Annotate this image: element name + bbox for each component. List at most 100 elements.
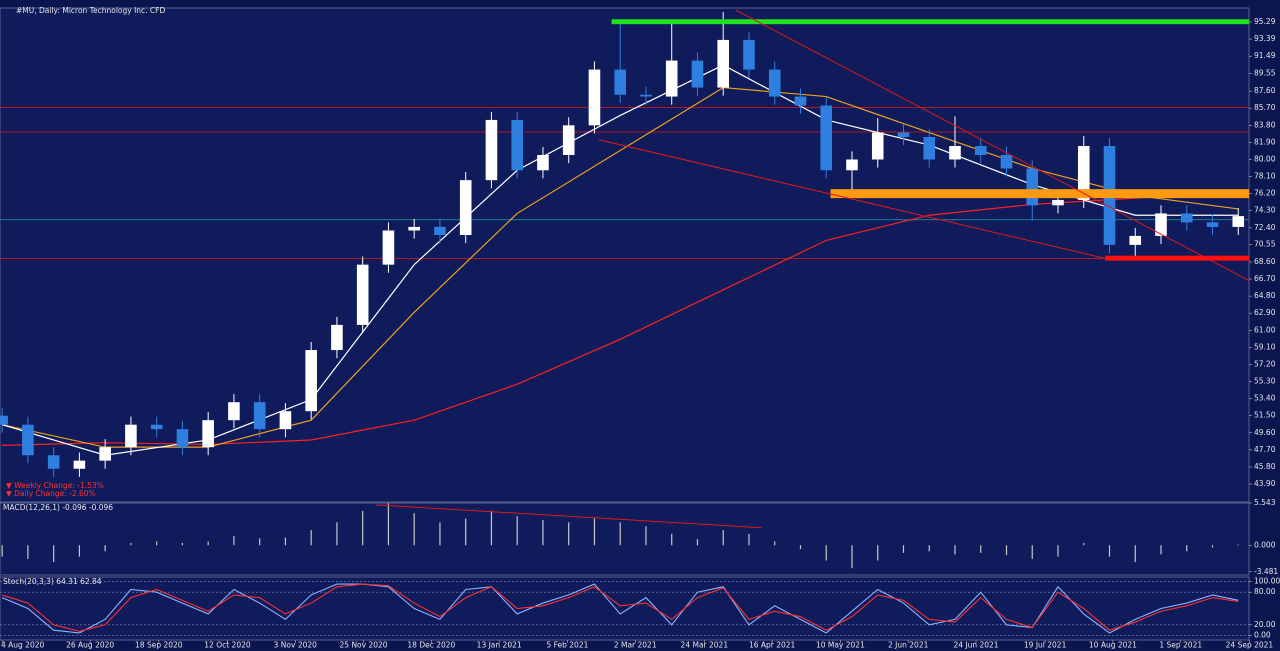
candle-body <box>691 60 704 88</box>
y-tick-label: 89.55 <box>1254 69 1276 78</box>
macd-bar <box>1134 545 1136 563</box>
candle-body <box>73 460 86 469</box>
y-tick-label: 72.40 <box>1254 223 1276 232</box>
x-tick-label: 5 Feb 2021 <box>546 641 588 650</box>
y-tick-label: 47.70 <box>1254 445 1276 454</box>
macd-bar <box>413 513 415 546</box>
x-tick-label: 26 Aug 2020 <box>66 641 114 650</box>
macd-bar <box>362 510 364 546</box>
y-tick-label: 95.29 <box>1254 17 1276 26</box>
candle-body <box>331 324 343 351</box>
candle-body <box>0 415 8 425</box>
trend-line <box>598 139 1106 259</box>
x-tick-label: 24 Sep 2021 <box>1226 641 1274 650</box>
candle-body <box>871 132 884 160</box>
macd-bar <box>233 536 235 546</box>
candle-body <box>949 145 961 160</box>
macd-bar <box>799 545 802 550</box>
candle-body <box>820 105 833 171</box>
macd-bar <box>1005 545 1008 556</box>
trend-line <box>735 9 1249 282</box>
macd-bar <box>568 522 570 546</box>
y-tick-label: 83.80 <box>1254 120 1276 129</box>
y-tick-label: 20.00 <box>1254 620 1276 629</box>
macd-bar <box>310 530 312 546</box>
y-tick-label: 100.00 <box>1254 576 1280 585</box>
y-tick-label: 85.70 <box>1254 103 1276 112</box>
candle-body <box>125 424 137 448</box>
y-tick-label: 78.10 <box>1254 172 1276 181</box>
candle-body <box>923 137 936 160</box>
y-tick-label: 5.543 <box>1254 498 1276 507</box>
macd-bar <box>928 545 930 552</box>
change-note: ▼ Weekly Change: -1.53% <box>6 481 104 490</box>
y-tick-label: 62.90 <box>1254 308 1276 317</box>
candle-body <box>1052 199 1064 206</box>
macd-bar <box>877 545 879 561</box>
y-tick-label: 43.90 <box>1254 479 1276 488</box>
x-tick-label: 24 Mar 2021 <box>681 641 729 650</box>
macd-bar <box>722 530 724 546</box>
y-tick-label: 91.49 <box>1254 51 1276 60</box>
stoch-line <box>1 583 1239 632</box>
y-tick-label: 80.00 <box>1254 154 1276 163</box>
macd-bar <box>851 545 853 569</box>
y-tick-label: 53.40 <box>1254 394 1276 403</box>
candle-body <box>485 119 498 181</box>
x-tick-label: 2 Mar 2021 <box>614 641 657 650</box>
candle-body <box>408 226 420 231</box>
macd-bar <box>1237 544 1239 546</box>
panel-title: #MU, Daily: Micron Technology Inc. CFD <box>16 6 165 15</box>
macd-bar <box>207 541 209 546</box>
x-tick-label: 3 Nov 2020 <box>274 641 317 650</box>
macd-bar <box>542 520 544 546</box>
level-zone <box>611 19 1249 25</box>
macd-bar <box>696 539 699 546</box>
macd-bar <box>980 545 982 553</box>
candle-body <box>511 119 523 171</box>
candle-body <box>228 402 240 421</box>
macd-bar <box>336 522 338 546</box>
y-tick-label: -3.481 <box>1254 567 1278 576</box>
level-zone <box>830 189 1249 199</box>
candle-body <box>305 350 317 412</box>
x-tick-label: 18 Sep 2020 <box>135 641 183 650</box>
panel-title: Stoch(20,3,3) 64.31 62.84 <box>3 577 102 586</box>
level-zone <box>1105 255 1249 261</box>
y-tick-label: 81.90 <box>1254 137 1276 146</box>
macd-bar <box>130 542 132 546</box>
candle-body <box>47 455 60 469</box>
x-tick-label: 10 May 2021 <box>816 641 865 650</box>
macd-bar <box>1057 545 1059 557</box>
macd-bar <box>774 541 776 546</box>
candle-body <box>974 145 987 155</box>
candle-body <box>1206 222 1219 227</box>
macd-panel <box>0 502 1250 576</box>
x-tick-label: 19 Jul 2021 <box>1024 641 1067 650</box>
candle-body <box>717 39 730 88</box>
y-tick-label: 0.000 <box>1254 540 1276 549</box>
trend-line <box>375 504 762 529</box>
change-note: ▼ Daily Change: -2.60% <box>6 489 96 498</box>
candle-body <box>1000 154 1013 169</box>
macd-bar <box>490 510 493 546</box>
y-tick-label: 49.60 <box>1254 428 1276 437</box>
candle-body <box>537 154 549 171</box>
macd-bar <box>181 542 184 546</box>
y-tick-label: 61.00 <box>1254 325 1276 334</box>
x-tick-label: 24 Jun 2021 <box>953 641 998 650</box>
macd-bar <box>259 538 261 546</box>
candle-body <box>614 69 627 95</box>
candle-body <box>150 424 163 430</box>
macd-bar <box>516 516 518 546</box>
price-plot <box>0 9 1249 477</box>
macd-plot <box>1 503 1239 569</box>
candle-body <box>562 125 575 155</box>
candle-body <box>794 96 807 106</box>
candle-body <box>253 402 266 430</box>
y-tick-label: 55.30 <box>1254 377 1276 386</box>
macd-bar <box>1160 545 1162 555</box>
macd-bar <box>156 541 158 546</box>
macd-bar <box>53 545 55 563</box>
macd-bar <box>1186 545 1188 552</box>
